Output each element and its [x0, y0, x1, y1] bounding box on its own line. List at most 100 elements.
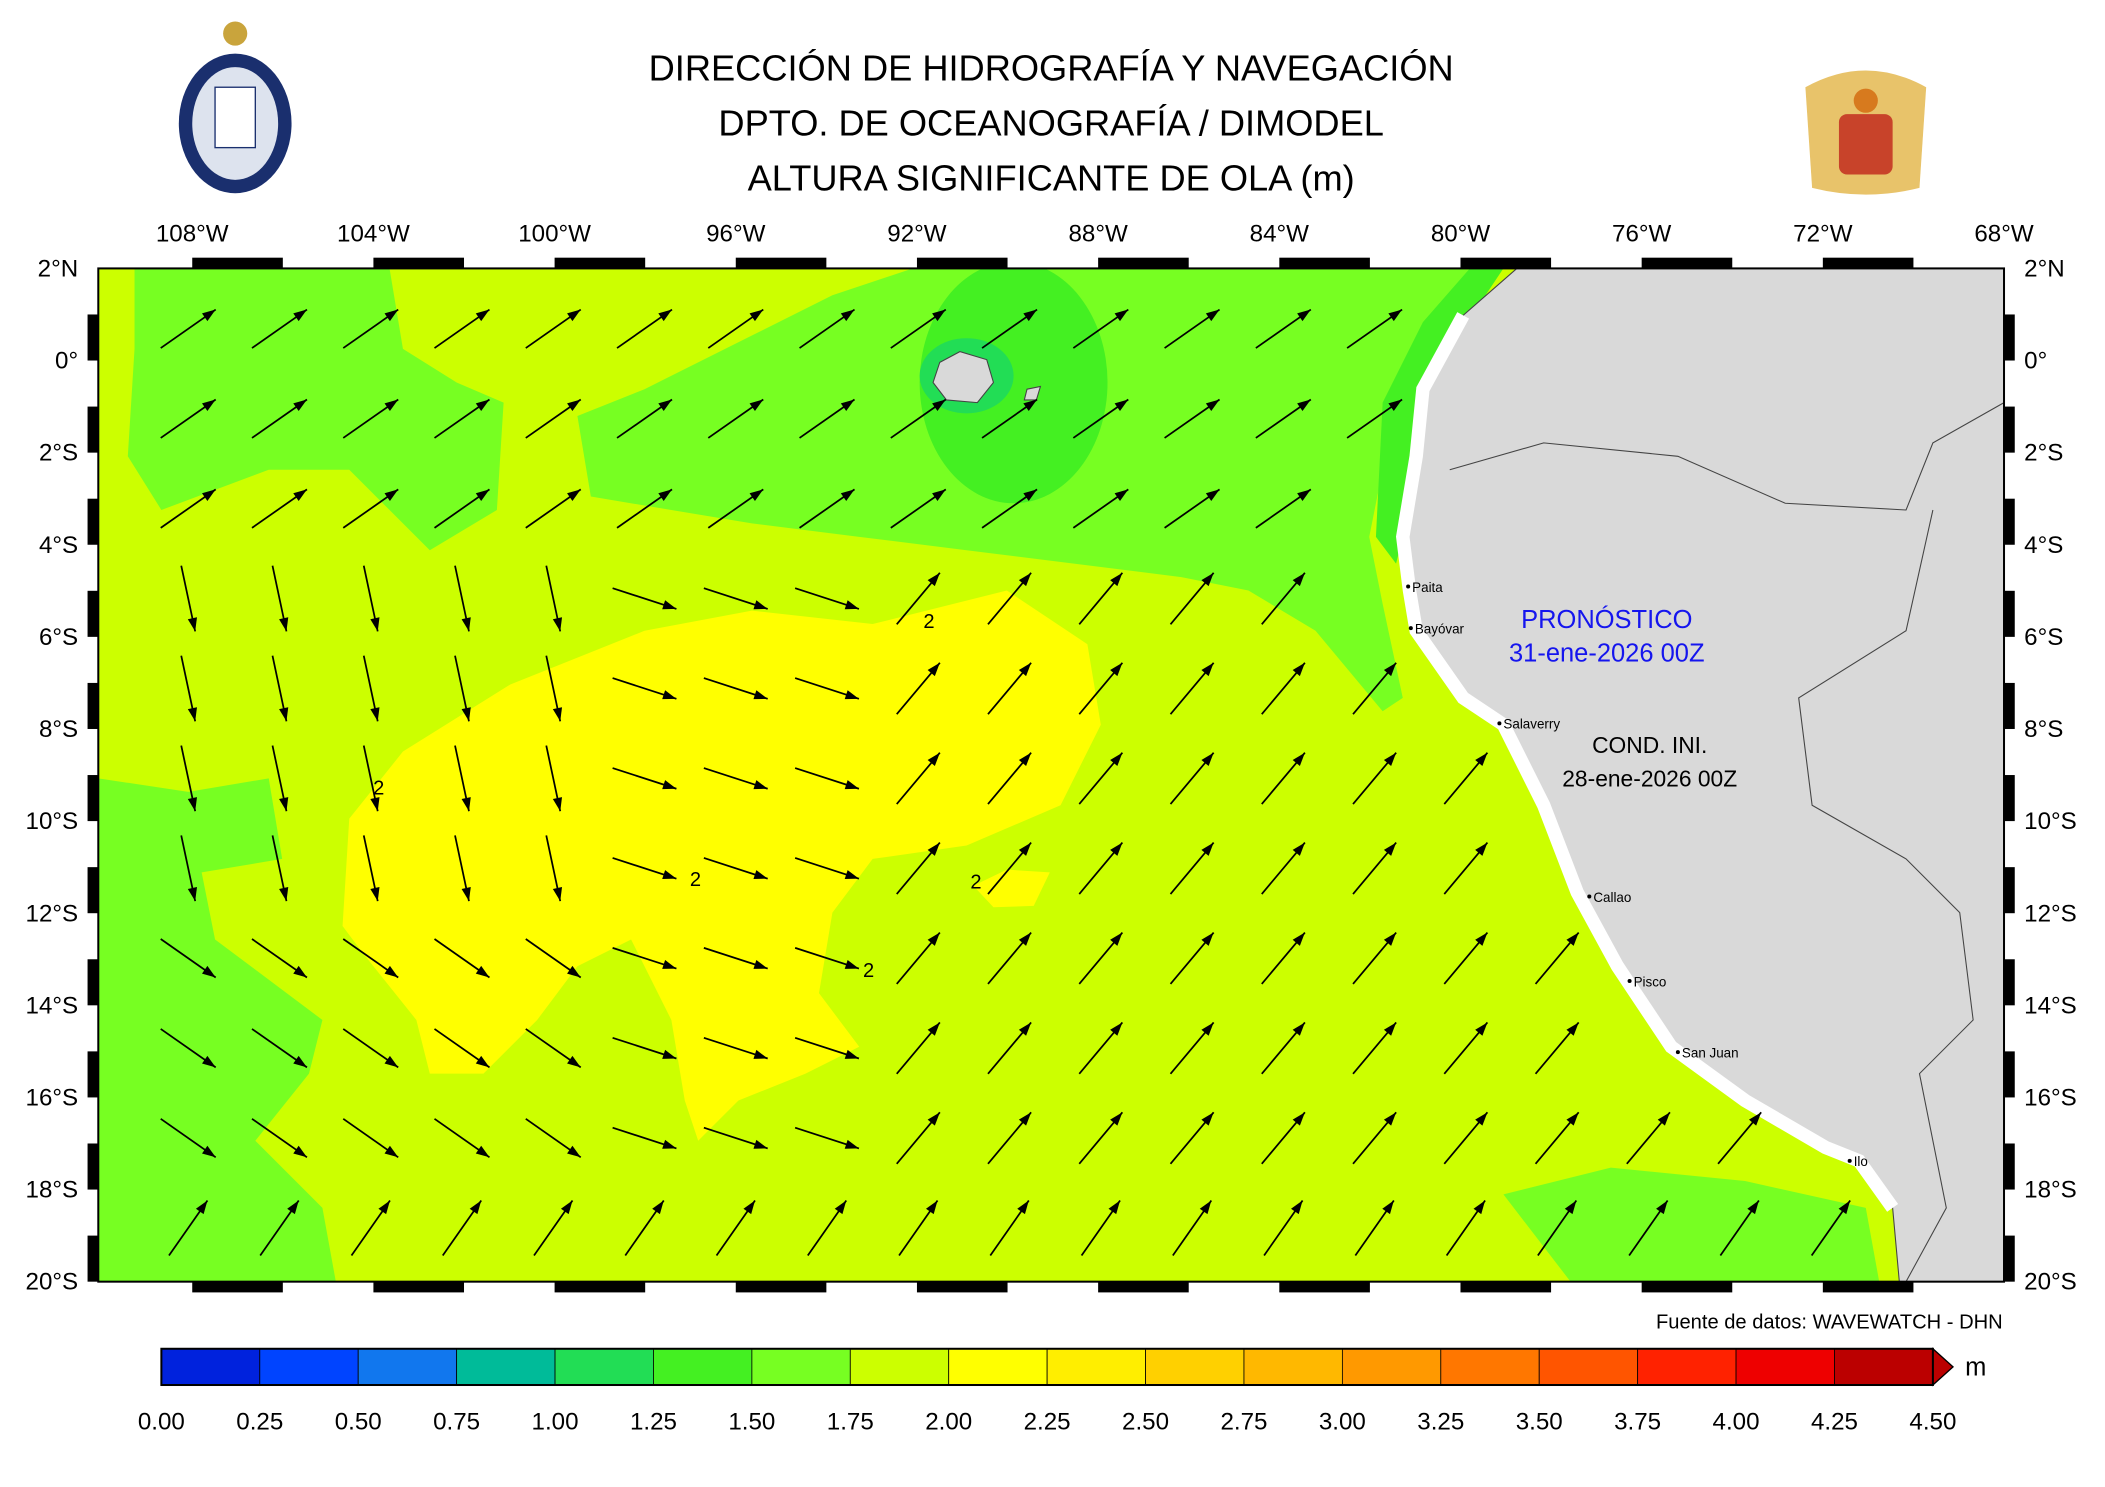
arrow-head [1108, 1200, 1121, 1215]
arrow-head [279, 797, 289, 812]
arrow-head [749, 309, 764, 322]
arrow-head [202, 309, 216, 322]
colorbar-tick-label: 4.25 [1811, 1408, 1858, 1435]
frame-bar [1641, 1281, 1733, 1293]
colorbar-bin [1046, 1348, 1146, 1386]
arrow-head [560, 1200, 573, 1215]
arrow-head [662, 780, 677, 790]
contour-label: 2 [373, 777, 384, 799]
arrow-head [844, 870, 859, 879]
lat-label: 10°S [26, 808, 79, 835]
arrow-head [1383, 932, 1397, 946]
frame-bar [2004, 682, 2015, 729]
arrow-head [1475, 932, 1488, 946]
colorbar-bin [456, 1348, 556, 1386]
arrow-head [749, 399, 764, 412]
arrow-head [1656, 1200, 1668, 1215]
colorbar-bin [849, 1348, 950, 1386]
arrow-head [1473, 1200, 1486, 1215]
arrow-head [932, 399, 946, 412]
source: Fuente de datos: WAVEWATCH - DHN [1656, 1312, 2003, 1334]
arrow-head [1018, 1022, 1032, 1036]
colorbar-bin [1243, 1348, 1343, 1386]
arrow-head [1023, 399, 1038, 412]
city-marker [1497, 721, 1502, 726]
arrow-head [662, 870, 677, 879]
wave-region [98, 778, 336, 1282]
arrow-head [293, 1055, 307, 1068]
lat-label: 2°S [2024, 440, 2063, 467]
arrow-head [202, 1145, 216, 1158]
arrow-head [753, 1049, 768, 1059]
arrow-head [202, 965, 216, 978]
lon-label: 88°W [1068, 221, 1128, 248]
border [1798, 509, 1974, 1282]
arrow-head [1023, 489, 1038, 501]
lat-label: 10°S [2024, 808, 2077, 835]
arrow-head [1383, 1022, 1397, 1036]
arrow-head [840, 489, 855, 501]
arrow-head [844, 600, 859, 610]
arrow-head [1566, 932, 1579, 946]
frame-bar [2004, 590, 2015, 637]
colorbar-tick-label: 0.50 [335, 1408, 382, 1435]
frame-bar [87, 406, 99, 453]
island [932, 351, 995, 404]
city-marker [1587, 894, 1592, 899]
city-marker [1847, 1158, 1852, 1163]
arrow-head [1748, 1112, 1762, 1126]
arrow-head [749, 489, 764, 501]
frame-bar [1460, 1281, 1552, 1293]
arrow-head [1201, 1112, 1214, 1126]
arrow-head [1292, 572, 1305, 587]
arrow-head [475, 1145, 490, 1158]
arrow-head [469, 1200, 482, 1215]
arrow-head [844, 959, 859, 969]
lat-label: 16°S [26, 1084, 79, 1111]
lon-label: 96°W [706, 221, 766, 248]
arrow-head [287, 1200, 299, 1215]
arrow-head [658, 309, 672, 322]
arrow-head [662, 690, 677, 700]
arrow-head [753, 600, 768, 610]
title-line: DIRECCIÓN DE HIDROGRAFÍA Y NAVEGACIÓN [649, 48, 1454, 89]
arrow-head [1292, 932, 1305, 946]
wave-region [127, 268, 504, 551]
arrow-head [202, 489, 216, 501]
colorbar-bin [554, 1348, 654, 1386]
lat-label: 4°S [39, 532, 78, 559]
arrow-head [927, 1022, 940, 1036]
arrow-head [552, 617, 563, 632]
arrow-head [834, 1200, 847, 1215]
arrow-head [384, 1145, 399, 1158]
arrow-head [1018, 662, 1032, 677]
colorbar-tick-label: 0.25 [236, 1408, 283, 1435]
arrow-head [927, 752, 940, 766]
arrow-head [293, 1145, 307, 1158]
arrow-head [1110, 662, 1123, 677]
arrow-head [753, 690, 768, 700]
arrow-head [1292, 1022, 1305, 1036]
arrow-head [1110, 572, 1123, 587]
frame-bar [192, 1281, 283, 1293]
arrow-head [932, 309, 946, 322]
arrow-head [461, 707, 471, 722]
wave-region [973, 869, 1050, 908]
arrow-head [293, 965, 307, 978]
arrow-head [187, 887, 197, 902]
frame-bar [1822, 257, 1914, 269]
arrow-head [1383, 842, 1397, 856]
arrow-head [384, 309, 399, 322]
colorbar-tick-label: 3.25 [1417, 1408, 1464, 1435]
arrow-head [662, 1049, 677, 1059]
colorbar-tick-label: 3.00 [1319, 1408, 1366, 1435]
lat-label: 6°S [39, 624, 78, 651]
arrow-head [1023, 309, 1038, 322]
arrow-head [567, 1145, 581, 1158]
arrow-head [1018, 572, 1032, 587]
lon-label: 80°W [1431, 221, 1491, 248]
frame-bar [87, 1143, 99, 1190]
arrow-head [1747, 1200, 1759, 1215]
city-label: Pisco [1634, 974, 1667, 989]
logo-map [214, 86, 256, 149]
